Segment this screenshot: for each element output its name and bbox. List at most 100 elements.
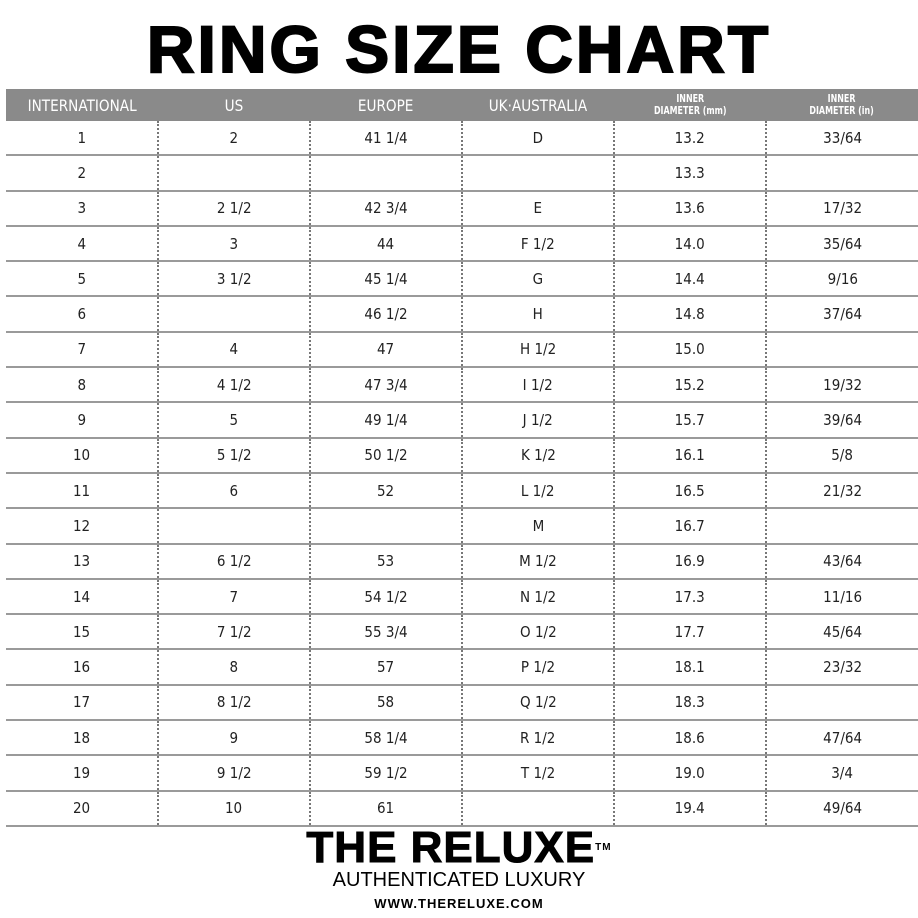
cell-value: 13.2 <box>674 128 706 147</box>
table-cell: 37/64 <box>766 296 918 333</box>
cell-value: 59 1/2 <box>364 763 408 782</box>
cell-value: 18.3 <box>674 693 706 712</box>
table-cell: 16.1 <box>614 437 767 474</box>
cell-value: 8 <box>229 658 239 677</box>
table-cell: 17/32 <box>766 190 918 227</box>
table-row: 4 3 44 F 1/2 14.0 35/64 <box>6 225 918 263</box>
table-cell <box>158 155 311 192</box>
cell-value: 35/64 <box>823 234 862 253</box>
cell-value: 42 3/4 <box>364 199 408 218</box>
table-cell: 12 <box>6 508 159 545</box>
table-cell: O 1/2 <box>462 614 615 651</box>
table-cell: 55 3/4 <box>310 614 463 651</box>
cell-value: P 1/2 <box>520 658 556 677</box>
table-cell <box>766 508 918 545</box>
cell-value: 55 3/4 <box>364 622 408 641</box>
table-cell <box>766 155 918 192</box>
table-cell: 15.0 <box>614 331 767 369</box>
table-row: 19 9 1/2 59 1/2 T 1/2 19.0 3/4 <box>6 755 918 792</box>
table-header-row: INTERNATIONAL US EUROPE UK·AUSTRALIA INNER DI… <box>6 89 918 121</box>
table-cell: 21/32 <box>766 472 918 510</box>
table-cell: 16 <box>6 649 159 686</box>
cell-value: 17.3 <box>674 587 706 606</box>
cell-value: 5/8 <box>831 446 854 465</box>
table-cell: 2 <box>6 155 159 192</box>
table-cell: 15.7 <box>614 402 767 439</box>
cell-value: 1 <box>77 128 86 147</box>
table-cell: 9 1/2 <box>158 755 311 792</box>
cell-value: 54 1/2 <box>364 587 408 606</box>
cell-value: T 1/2 <box>520 763 556 782</box>
table-row: 18 9 58 1/4 R 1/2 18.6 47/64 <box>6 720 918 757</box>
table-cell: E <box>462 190 615 227</box>
table-cell: 58 1/4 <box>310 720 463 757</box>
table-cell: 47/64 <box>766 720 918 757</box>
table-cell: K 1/2 <box>462 437 615 474</box>
table-cell: 8 <box>6 367 159 404</box>
table-row: 13 6 1/2 53 M 1/2 16.9 43/64 <box>6 543 918 580</box>
cell-value: 19/32 <box>823 375 862 394</box>
brand-name: THE RELUXE <box>306 823 596 872</box>
table-row: 1 2 41 1/4 D 13.2 33/64 <box>6 121 918 157</box>
cell-value: 14 <box>72 587 91 606</box>
table-cell: 9 <box>6 402 159 439</box>
cell-value: 4 <box>77 234 86 253</box>
cell-value: 33/64 <box>823 128 862 147</box>
cell-value: 6 1/2 <box>216 552 252 571</box>
table-cell: 17 <box>6 684 159 722</box>
page-title: RING SIZE CHART <box>146 12 772 86</box>
table-cell: 59 1/2 <box>310 755 463 792</box>
cell-value: 19.4 <box>674 799 706 818</box>
cell-value: 6 <box>77 305 86 324</box>
cell-value: N 1/2 <box>519 587 557 606</box>
table-cell: P 1/2 <box>462 649 615 686</box>
cell-value: 14.4 <box>674 269 706 288</box>
table-row: 15 7 1/2 55 3/4 O 1/2 17.7 45/64 <box>6 614 918 651</box>
table-row: 9 5 49 1/4 J 1/2 15.7 39/64 <box>6 402 918 439</box>
table-cell: 35/64 <box>766 225 918 263</box>
cell-value: D <box>532 128 544 147</box>
table-row: 11 6 52 L 1/2 16.5 21/32 <box>6 472 918 510</box>
cell-value: 13.3 <box>674 163 706 182</box>
column-header: EUROPE <box>310 89 462 121</box>
table-cell: 10 <box>6 437 159 474</box>
table-cell: 8 <box>158 649 311 686</box>
table-cell: 5 <box>6 261 159 298</box>
table-cell: 49 1/4 <box>310 402 463 439</box>
cell-value: 9/16 <box>827 269 858 288</box>
table-cell: 2 <box>158 121 311 157</box>
cell-value: 9 1/2 <box>216 763 252 782</box>
cell-value: 14.8 <box>674 305 706 324</box>
table-cell: 4 1/2 <box>158 367 311 404</box>
table-cell: G <box>462 261 615 298</box>
cell-value: 20 <box>72 799 91 818</box>
cell-value: 11/16 <box>823 587 862 606</box>
table-cell: F 1/2 <box>462 225 615 263</box>
column-header-label: US <box>224 95 244 115</box>
table-cell: 3 <box>158 225 311 263</box>
table-row: 17 8 1/2 58 Q 1/2 18.3 <box>6 684 918 722</box>
cell-value: 3/4 <box>831 763 854 782</box>
table-cell: D <box>462 121 615 157</box>
table-cell: 6 <box>158 472 311 510</box>
cell-value: 52 <box>377 481 395 500</box>
column-header-label: UK·AUSTRALIA <box>488 95 588 115</box>
table-cell: 7 1/2 <box>158 614 311 651</box>
table-cell <box>462 790 615 827</box>
table-cell: 13.3 <box>614 155 767 192</box>
cell-value: 47 3/4 <box>364 375 408 394</box>
cell-value: J 1/2 <box>522 411 554 430</box>
cell-value: 3 <box>229 234 239 253</box>
cell-value: 15 <box>72 622 91 641</box>
table-cell: 1 <box>6 121 159 157</box>
cell-value: 8 <box>77 375 86 394</box>
cell-value: 16 <box>72 658 91 677</box>
table-cell: 20 <box>6 790 159 827</box>
table-cell: 50 1/2 <box>310 437 463 474</box>
cell-value: 5 <box>229 411 239 430</box>
cell-value: K 1/2 <box>520 446 556 465</box>
column-header-line: INNER <box>676 92 704 105</box>
cell-value: 15.2 <box>674 375 706 394</box>
table-cell <box>310 508 463 545</box>
table-cell: M 1/2 <box>462 543 615 580</box>
